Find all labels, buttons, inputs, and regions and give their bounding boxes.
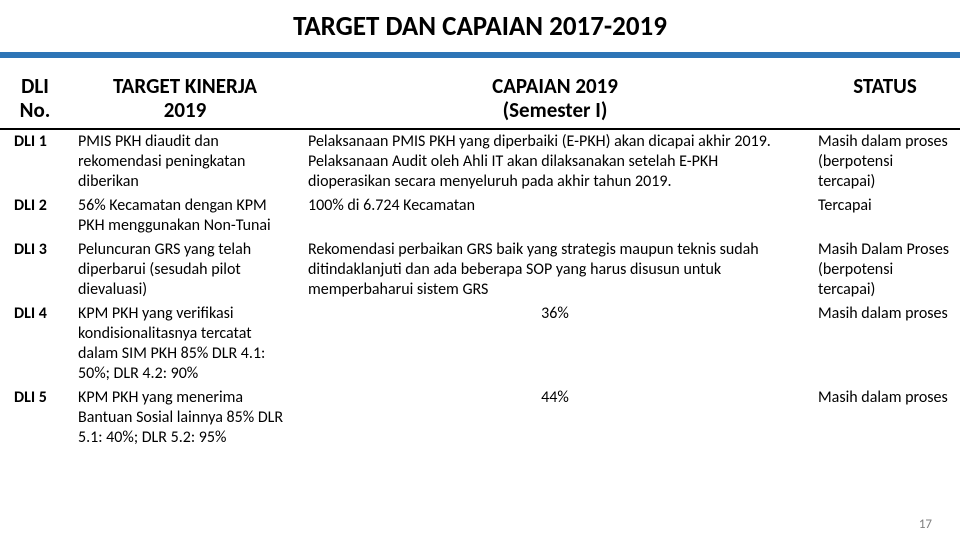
table-header-row: DLI No. TARGET KINERJA 2019 CAPAIAN 2019… (0, 70, 960, 129)
title-bar: TARGET DAN CAPAIAN 2017-2019 (0, 0, 960, 50)
col-header-text: STATUS (853, 73, 917, 99)
table-row: DLI 4 KPM PKH yang verifikasi kondisiona… (0, 302, 960, 386)
col-header-text: CAPAIAN 2019 (492, 73, 618, 99)
col-header-status: STATUS (810, 70, 960, 129)
col-header-text: TARGET KINERJA (113, 73, 257, 99)
cell-status: Masih dalam proses (810, 302, 960, 386)
cell-status: Masih dalam proses (810, 386, 960, 450)
table-row: DLI 5 KPM PKH yang menerima Bantuan Sosi… (0, 386, 960, 450)
cell-capaian: 36% (300, 302, 810, 386)
col-header-text: 2019 (76, 98, 294, 122)
cell-dli: DLI 1 (0, 129, 70, 194)
cell-capaian: 100% di 6.724 Kecamatan (300, 194, 810, 238)
cell-capaian: Pelaksanaan PMIS PKH yang diperbaiki (E-… (300, 129, 810, 194)
cell-capaian: 44% (300, 386, 810, 450)
cell-status: Masih dalam proses (berpotensi tercapai) (810, 129, 960, 194)
cell-dli: DLI 5 (0, 386, 70, 450)
page-number: 17 (919, 517, 932, 532)
cell-target: Peluncuran GRS yang telah diperbarui (se… (70, 238, 300, 302)
table-row: DLI 2 56% Kecamatan dengan KPM PKH mengg… (0, 194, 960, 238)
accent-line (0, 52, 960, 58)
cell-status: Tercapai (810, 194, 960, 238)
data-table: DLI No. TARGET KINERJA 2019 CAPAIAN 2019… (0, 70, 960, 450)
col-header-capaian: CAPAIAN 2019 (Semester I) (300, 70, 810, 129)
col-header-text: No. (6, 98, 64, 122)
col-header-target: TARGET KINERJA 2019 (70, 70, 300, 129)
page-title: TARGET DAN CAPAIAN 2017-2019 (293, 8, 667, 43)
table-row: DLI 3 Peluncuran GRS yang telah diperbar… (0, 238, 960, 302)
table-row: DLI 1 PMIS PKH diaudit dan rekomendasi p… (0, 129, 960, 194)
cell-status: Masih Dalam Proses (berpotensi tercapai) (810, 238, 960, 302)
cell-target: KPM PKH yang menerima Bantuan Sosial lai… (70, 386, 300, 450)
cell-dli: DLI 3 (0, 238, 70, 302)
cell-target: 56% Kecamatan dengan KPM PKH menggunakan… (70, 194, 300, 238)
cell-dli: DLI 4 (0, 302, 70, 386)
col-header-text: (Semester I) (306, 98, 804, 122)
col-header-dli: DLI No. (0, 70, 70, 129)
cell-dli: DLI 2 (0, 194, 70, 238)
table-container: DLI No. TARGET KINERJA 2019 CAPAIAN 2019… (0, 70, 960, 450)
col-header-text (816, 98, 954, 122)
cell-target: PMIS PKH diaudit dan rekomendasi peningk… (70, 129, 300, 194)
cell-capaian: Rekomendasi perbaikan GRS baik yang stra… (300, 238, 810, 302)
cell-target: KPM PKH yang verifikasi kondisionalitasn… (70, 302, 300, 386)
col-header-text: DLI (21, 73, 49, 99)
